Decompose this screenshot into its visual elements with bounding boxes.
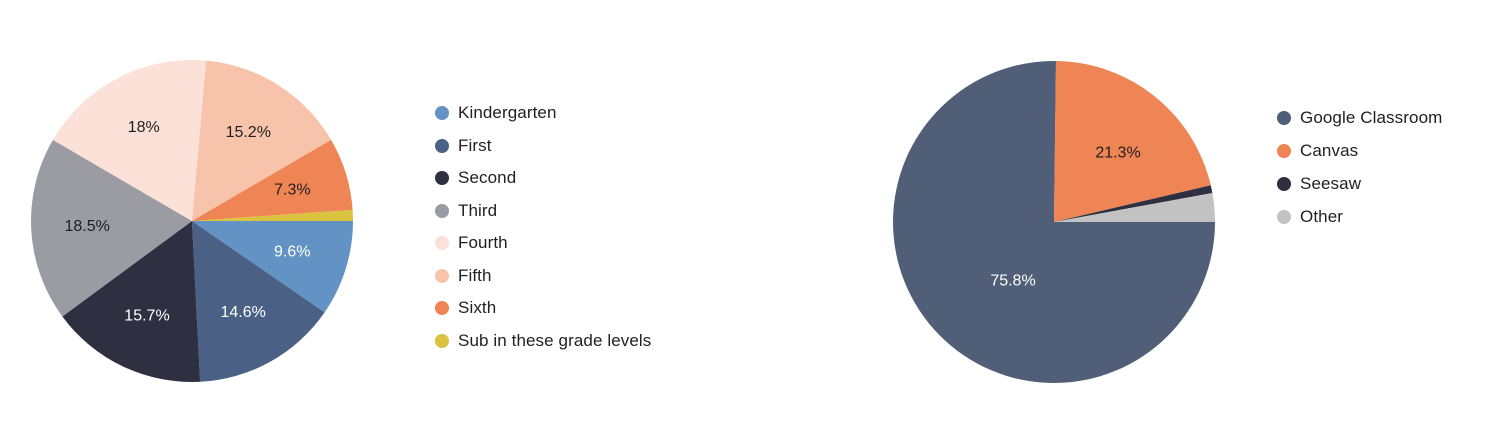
legend-swatch-kindergarten [435, 106, 449, 121]
pie-slice-canvas [1054, 61, 1211, 222]
legend-swatch-third [435, 203, 449, 218]
platforms-pie: 75.8% 21.3% [893, 61, 1215, 383]
grade-levels-legend: Kindergarten First Second Third Fourth Fifth S… [435, 97, 651, 357]
grade-levels-pie-chart: 9.6% 14.6% 15.7% 18.5% 18% 15.2% 7.3% Kinderga… [31, 59, 651, 382]
slice-label-fourth: 18% [128, 119, 160, 136]
legend-label-fourth: Fourth [458, 233, 508, 253]
legend-item-third: Third [435, 195, 651, 228]
pie-slice-sixth [192, 139, 353, 221]
pie-slice-seesaw [1054, 185, 1213, 222]
slice-label-second: 15.7% [124, 307, 169, 324]
platforms-legend: Google Classroom Canvas Seesaw Other [1277, 101, 1442, 233]
pie-slice-sub-in-these-grade-levels [192, 209, 353, 221]
legend-label-fifth: Fifth [458, 265, 492, 285]
legend-label-seesaw: Seesaw [1300, 173, 1362, 193]
platforms-pie-chart: 75.8% 21.3% Google Classroom Canvas Seesaw O… [744, 0, 1488, 448]
legend-label-first: First [458, 135, 492, 155]
pie-slice-fourth [52, 59, 207, 221]
legend-item-other: Other [1277, 200, 1442, 233]
slice-label-canvas: 21.3% [1095, 145, 1140, 162]
slice-label-kindergarten: 9.6% [274, 244, 310, 261]
legend-swatch-first [435, 138, 449, 153]
legend-swatch-second [435, 171, 449, 186]
legend-label-google-classroom: Google Classroom [1300, 107, 1443, 127]
slice-label-third: 18.5% [64, 218, 109, 235]
pie-slice-first [192, 221, 325, 382]
legend-item-seesaw: Seesaw [1277, 167, 1442, 200]
pie-slice-kindergarten [192, 221, 353, 313]
legend-swatch-fourth [435, 236, 449, 251]
legend-item-fourth: Fourth [435, 227, 651, 260]
legend-swatch-fifth [435, 268, 449, 283]
legend-item-sixth: Sixth [435, 292, 651, 325]
slice-label-sixth: 7.3% [274, 182, 310, 199]
legend-label-other: Other [1300, 206, 1344, 226]
legend-item-first: First [435, 130, 651, 163]
slice-label-first: 14.6% [220, 304, 265, 321]
pie-slice-fifth [192, 60, 332, 221]
legend-swatch-sub-in-these-grade-levels [435, 333, 449, 348]
pie-slice-third [31, 139, 193, 317]
legend-label-third: Third [458, 200, 498, 220]
legend-item-kindergarten: Kindergarten [435, 97, 651, 130]
slice-label-fifth: 15.2% [226, 124, 271, 141]
legend-label-sub-in-these-grade-levels: Sub in these grade levels [458, 330, 652, 350]
legend-swatch-other [1277, 209, 1291, 224]
legend-item-google-classroom: Google Classroom [1277, 101, 1442, 134]
slice-label-google-classroom: 75.8% [990, 273, 1035, 290]
legend-swatch-canvas [1277, 143, 1291, 158]
legend-item-second: Second [435, 162, 651, 195]
pie-slice-other [1054, 193, 1215, 222]
legend-label-kindergarten: Kindergarten [458, 103, 557, 123]
legend-item-sub-in-these-grade-levels: Sub in these grade levels [435, 325, 651, 358]
grade-levels-pie: 9.6% 14.6% 15.7% 18.5% 18% 15.2% 7.3% [31, 59, 353, 382]
legend-swatch-seesaw [1277, 176, 1291, 191]
legend-label-second: Second [458, 168, 517, 188]
legend-item-canvas: Canvas [1277, 134, 1442, 167]
legend-label-sixth: Sixth [458, 298, 497, 318]
legend-swatch-google-classroom [1277, 110, 1291, 125]
legend-swatch-sixth [435, 301, 449, 316]
legend-item-fifth: Fifth [435, 260, 651, 293]
legend-label-canvas: Canvas [1300, 140, 1359, 160]
pie-slice-second [62, 221, 201, 382]
pie-slice-google-classroom [893, 61, 1215, 383]
